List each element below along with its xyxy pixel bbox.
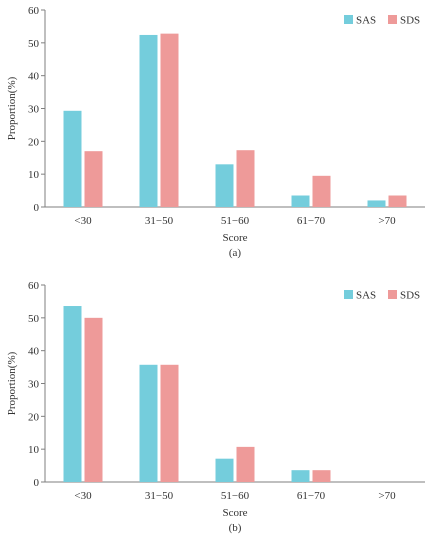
- y-tick-label: 30: [28, 379, 40, 391]
- y-tick-label: 30: [28, 104, 40, 116]
- bar-sds-4: [312, 175, 331, 207]
- y-axis-title: Proportion(%): [6, 76, 18, 140]
- x-tick-label: 51−60: [221, 215, 250, 227]
- bar-sds-3: [236, 150, 255, 207]
- y-tick-label: 40: [28, 71, 40, 83]
- bar-sas-4: [291, 470, 310, 482]
- y-tick-label: 20: [28, 136, 40, 148]
- legend-swatch-sas: [344, 290, 353, 299]
- y-tick-label: 50: [28, 38, 40, 50]
- x-tick-label: 51−60: [221, 490, 250, 502]
- y-tick-label: 50: [28, 313, 40, 325]
- chart-b: 0 10 20 30 40 50 60 <30 31−50 51−60 61−70 >70 Score (…: [0, 275, 435, 550]
- x-tick-label: <30: [74, 490, 92, 502]
- y-tick-label: 20: [28, 411, 40, 423]
- y-axis-title: Proportion(%): [6, 351, 18, 415]
- legend-label-sds: SDS: [400, 290, 420, 302]
- bar-sds-2: [160, 364, 179, 482]
- chart-b-svg: 0 10 20 30 40 50 60 <30 31−50 51−60 61−70 >70 Score (…: [6, 280, 425, 534]
- bar-sas-2: [139, 34, 158, 207]
- legend-swatch-sas: [344, 15, 353, 24]
- bar-sas-1: [63, 306, 82, 482]
- y-tick-label: 60: [28, 280, 40, 292]
- x-tick-label: 61−70: [297, 215, 326, 227]
- x-tick-label: 61−70: [297, 490, 326, 502]
- bar-sas-5: [367, 200, 386, 207]
- chart-caption: (a): [229, 247, 242, 259]
- y-tick-label: 0: [34, 477, 40, 489]
- y-tick-label: 10: [28, 169, 40, 181]
- legend-swatch-sds: [388, 290, 397, 299]
- bar-sds-5: [388, 195, 407, 207]
- y-tick-label: 0: [34, 202, 40, 214]
- bar-sds-2: [160, 33, 179, 207]
- bar-sas-3: [215, 164, 234, 207]
- y-tick-label: 40: [28, 346, 40, 358]
- y-tick-label: 10: [28, 444, 40, 456]
- bar-sas-1: [63, 110, 82, 207]
- x-tick-label: >70: [378, 490, 396, 502]
- bar-sas-4: [291, 195, 310, 207]
- chart-caption: (b): [229, 522, 242, 534]
- bar-sas-2: [139, 364, 158, 482]
- legend-swatch-sds: [388, 15, 397, 24]
- bar-sds-4: [312, 470, 331, 482]
- chart-a: 0 10 20 30 40 50 60 <30 31−50 51−60 61−70 >70 Score (…: [6, 5, 425, 259]
- legend-label-sas: SAS: [356, 290, 376, 302]
- x-axis-title: Score: [222, 507, 247, 519]
- legend-label-sas: SAS: [356, 15, 376, 27]
- bar-sds-1: [84, 151, 103, 207]
- legend-label-sds: SDS: [400, 15, 420, 27]
- bar-sas-3: [215, 458, 234, 482]
- x-tick-label: >70: [378, 215, 396, 227]
- x-tick-label: 31−50: [145, 490, 174, 502]
- x-axis-title: Score: [222, 232, 247, 244]
- x-tick-label: 31−50: [145, 215, 174, 227]
- bar-sds-3: [236, 446, 255, 482]
- y-tick-label: 60: [28, 5, 40, 17]
- chart-a-svg: 0 10 20 30 40 50 60 <30 31−50 51−60 61−70 >70 Score (…: [6, 5, 425, 259]
- bar-sds-1: [84, 317, 103, 482]
- x-tick-label: <30: [74, 215, 92, 227]
